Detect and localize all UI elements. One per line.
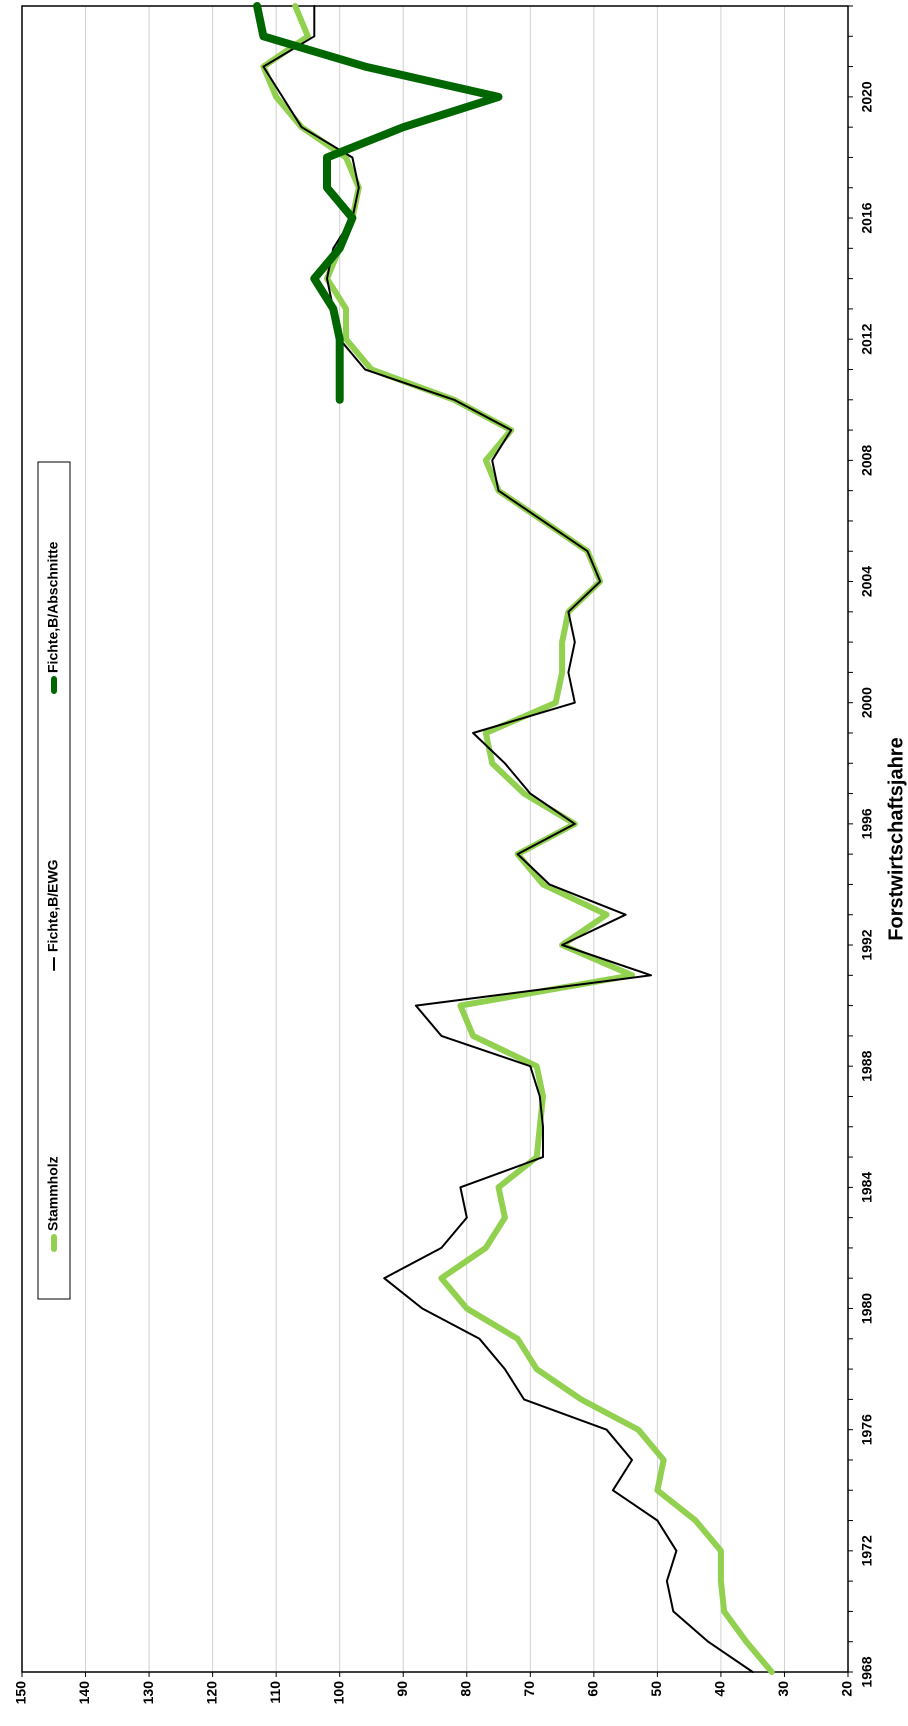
year-tick-label: 2008 [859,445,875,476]
series-line-fichte-b-ewg [262,5,754,1673]
year-tick-label: 1992 [859,929,875,960]
series-layer [253,2,775,1675]
value-tick-label: 110 [267,1681,283,1704]
year-tick-label: 2000 [859,687,875,718]
value-tick-label: 40 [712,1681,728,1697]
value-tick-label: 140 [76,1681,92,1705]
year-axis: 1968 1972 1976 1980 1984 1988 1992 1996 2000 2004… [848,5,875,1688]
year-tick-label: 1972 [859,1535,875,1566]
grid-lines [85,6,785,1672]
value-tick-label: 20 [839,1681,855,1697]
year-tick-label: 2012 [859,323,875,354]
value-tick-label: 90 [394,1681,410,1697]
legend-label-fichte-b-ewg: Fichte,B/EWG [45,859,61,952]
legend-label-fichte-b-abschnitte: Fichte,B/Abschnitte [45,541,61,673]
value-tick-label: 120 [203,1681,219,1705]
year-tick-label: 1968 [859,1656,875,1687]
value-tick-label: 130 [140,1681,156,1705]
value-tick-label: 50 [648,1681,664,1697]
value-tick-label: 80 [457,1681,473,1697]
year-tick-label: 1980 [859,1293,875,1324]
legend-box [37,461,71,1300]
legend: Stammholz Fichte,B/EWG Fichte,B/Abschnitte [37,461,71,1300]
value-tick-label: 100 [330,1681,346,1705]
plot-area [21,5,849,1673]
value-axis: 20 30 40 50 60 70 80 90 100 110 120 130 140 150 [13,1672,855,1704]
series-line-fichte-b-abschnitte [253,2,503,404]
year-tick-label: 1984 [859,1172,875,1203]
year-tick-label: 2004 [859,566,875,597]
value-tick-label: 30 [775,1681,791,1697]
year-tick-label: 1976 [859,1414,875,1445]
year-tick-label: 1996 [859,808,875,839]
value-tick-label: 70 [521,1681,537,1697]
value-tick-label: 60 [585,1681,601,1697]
year-tick-label: 2020 [859,81,875,112]
year-tick-label: 1988 [859,1050,875,1081]
x-axis-title: Forstwirtschaftsjahre [885,737,907,940]
legend-label-stammholz: Stammholz [45,1156,61,1231]
year-tick-label: 2016 [859,202,875,233]
value-tick-label: 150 [13,1681,29,1705]
